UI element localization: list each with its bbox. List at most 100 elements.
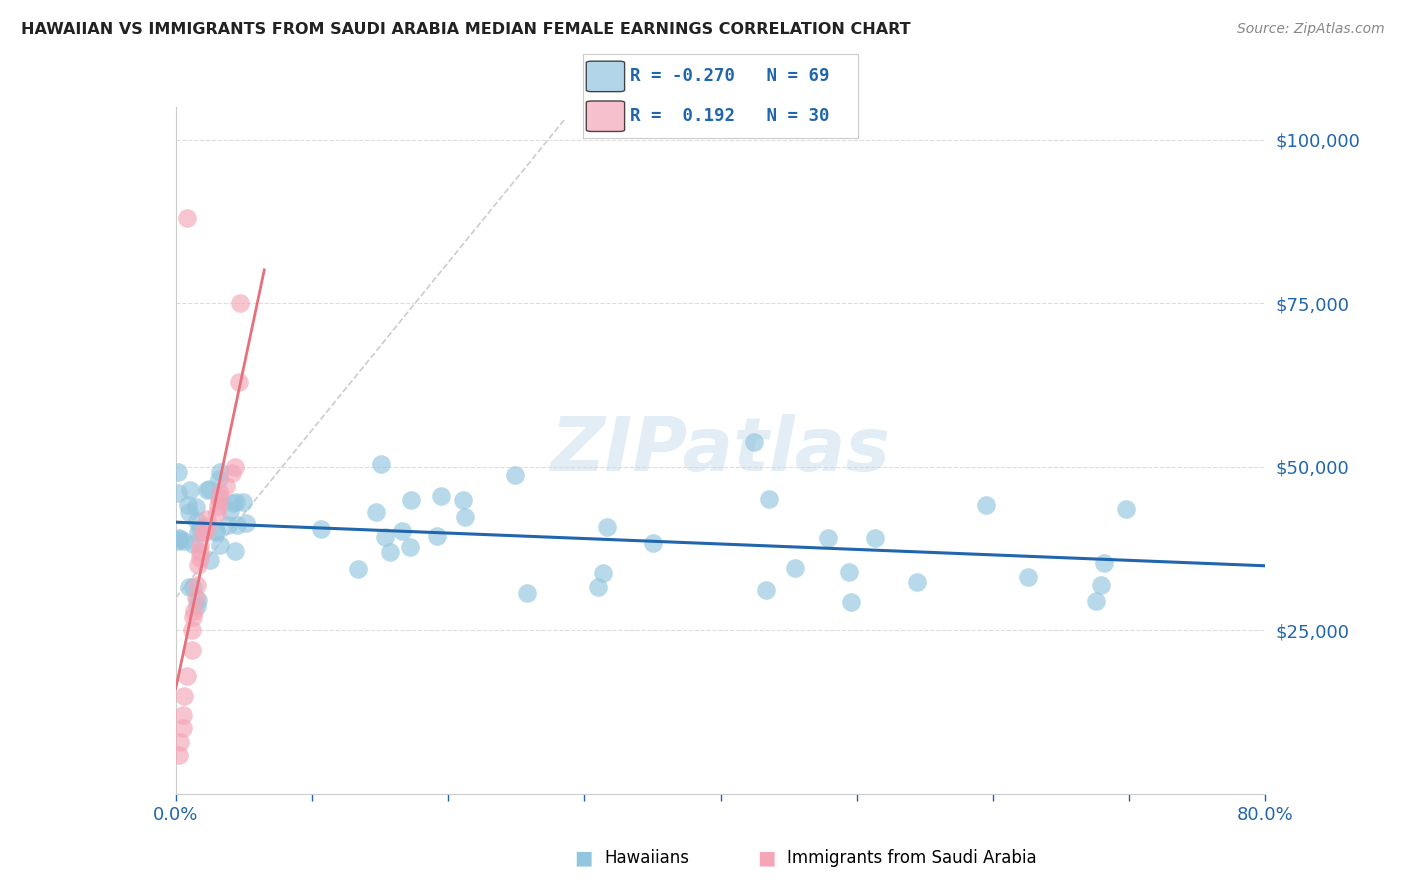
Point: [184, 500, 207, 515]
Point: [391, 524, 413, 538]
Point: [863, 531, 886, 545]
Point: [1085, 594, 1108, 608]
Point: [195, 518, 218, 533]
Point: [209, 486, 232, 500]
Point: [188, 522, 211, 536]
Point: [198, 482, 221, 496]
Point: [222, 496, 245, 510]
Point: [224, 543, 246, 558]
Point: [225, 495, 247, 509]
Point: [592, 566, 614, 580]
Point: [451, 492, 474, 507]
Point: [596, 520, 619, 534]
Point: [224, 459, 246, 474]
Point: [503, 468, 526, 483]
Point: [191, 525, 214, 540]
Point: [374, 530, 396, 544]
Point: [167, 486, 190, 500]
Text: Hawaiians: Hawaiians: [605, 849, 689, 867]
Point: [169, 531, 191, 545]
Point: [399, 540, 422, 554]
Point: [758, 491, 780, 506]
Point: [454, 509, 477, 524]
Point: [838, 565, 860, 579]
Text: ■: ■: [756, 848, 776, 868]
Point: [229, 296, 252, 310]
Point: [186, 577, 208, 591]
Point: [187, 524, 209, 539]
FancyBboxPatch shape: [586, 101, 624, 131]
Point: [232, 495, 254, 509]
Point: [181, 580, 204, 594]
Point: [588, 580, 610, 594]
Point: [176, 669, 198, 683]
Point: [221, 467, 243, 481]
Point: [186, 599, 208, 614]
Point: [186, 514, 208, 528]
Point: [187, 558, 209, 572]
Point: [430, 489, 453, 503]
Point: [208, 492, 231, 507]
Point: [207, 472, 229, 486]
Point: [167, 466, 190, 480]
Point: [1090, 578, 1112, 592]
Point: [817, 531, 839, 545]
Text: HAWAIIAN VS IMMIGRANTS FROM SAUDI ARABIA MEDIAN FEMALE EARNINGS CORRELATION CHAR: HAWAIIAN VS IMMIGRANTS FROM SAUDI ARABIA…: [21, 22, 911, 37]
Text: R = -0.270   N = 69: R = -0.270 N = 69: [630, 68, 830, 86]
Point: [184, 591, 207, 605]
Point: [228, 375, 250, 389]
Point: [217, 517, 239, 532]
Point: [204, 524, 226, 538]
Point: [173, 533, 195, 548]
Text: Source: ZipAtlas.com: Source: ZipAtlas.com: [1237, 22, 1385, 37]
Point: [208, 490, 231, 504]
Point: [225, 518, 247, 533]
Point: [1115, 501, 1137, 516]
Text: Immigrants from Saudi Arabia: Immigrants from Saudi Arabia: [787, 849, 1038, 867]
Point: [181, 643, 204, 657]
Point: [177, 580, 200, 594]
Point: [380, 545, 402, 559]
Point: [169, 747, 191, 762]
Point: [172, 722, 194, 736]
Point: [205, 506, 228, 520]
Point: [207, 499, 229, 513]
Point: [187, 592, 209, 607]
Point: [643, 536, 665, 550]
Point: [169, 533, 191, 547]
Point: [188, 545, 211, 559]
Point: [177, 505, 200, 519]
Point: [181, 610, 204, 624]
Point: [364, 505, 387, 519]
Point: [169, 734, 191, 748]
Point: [1094, 557, 1116, 571]
Point: [370, 457, 392, 471]
Text: ZIPatlas: ZIPatlas: [551, 414, 890, 487]
Point: [198, 552, 221, 566]
Point: [209, 538, 232, 552]
Point: [172, 708, 194, 723]
Point: [177, 498, 200, 512]
Point: [188, 551, 211, 566]
Point: [181, 624, 204, 638]
Text: R =  0.192   N = 30: R = 0.192 N = 30: [630, 107, 830, 125]
Point: [235, 516, 257, 530]
Point: [311, 522, 333, 536]
Point: [195, 512, 218, 526]
Point: [173, 689, 195, 703]
Point: [214, 479, 236, 493]
Point: [195, 483, 218, 497]
Point: [399, 492, 422, 507]
Point: [219, 504, 242, 518]
Point: [194, 525, 217, 540]
Point: [744, 434, 766, 449]
Point: [188, 538, 211, 552]
Point: [208, 465, 231, 479]
Point: [181, 536, 204, 550]
Point: [204, 524, 226, 539]
Text: ■: ■: [574, 848, 593, 868]
Point: [755, 582, 778, 597]
Point: [346, 562, 368, 576]
Point: [839, 595, 862, 609]
Point: [905, 574, 928, 589]
